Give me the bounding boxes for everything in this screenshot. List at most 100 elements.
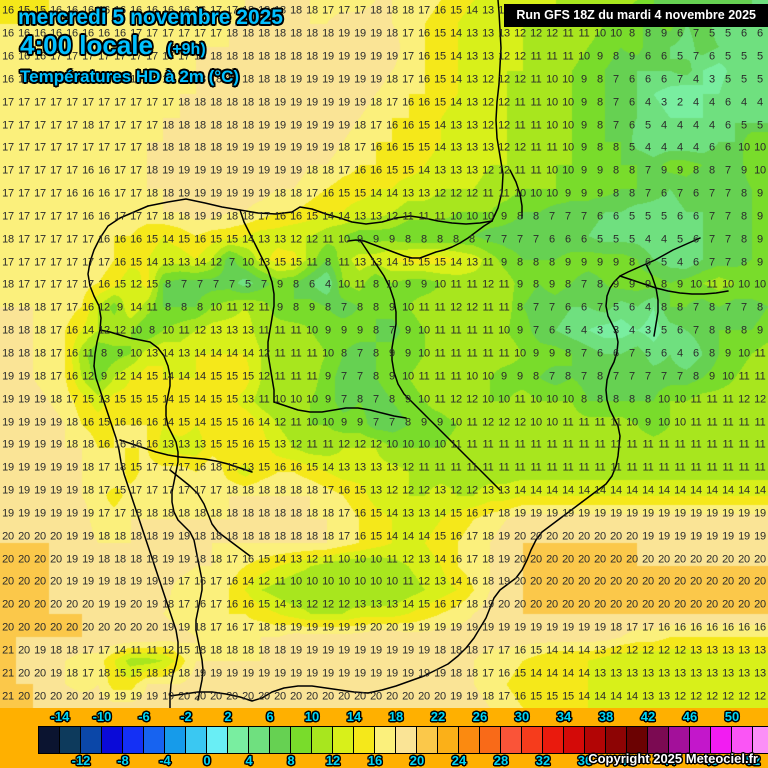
grid-temperature-value: 18: [258, 507, 270, 520]
grid-temperature-value: 20: [722, 575, 734, 588]
grid-temperature-value: 11: [706, 438, 718, 451]
grid-temperature-value: 6: [661, 50, 667, 63]
grid-temperature-value: 13: [274, 233, 286, 246]
legend-label-bottom: 0: [203, 753, 211, 768]
legend-label-bottom: 52: [745, 753, 761, 768]
legend-swatch-bar[interactable]: [38, 726, 768, 754]
grid-temperature-value: 19: [322, 621, 334, 634]
grid-temperature-value: 19: [498, 575, 510, 588]
grid-temperature-value: 19: [258, 119, 270, 132]
grid-temperature-value: 20: [50, 621, 62, 634]
grid-temperature-value: 15: [178, 393, 190, 406]
grid-temperature-value: 18: [434, 644, 446, 657]
legend-swatch: [333, 727, 354, 753]
grid-temperature-value: 19: [306, 73, 318, 86]
grid-temperature-value: 10: [738, 347, 750, 360]
grid-temperature-value: 6: [741, 27, 747, 40]
grid-temperature-value: 19: [738, 530, 750, 543]
temperature-map[interactable]: 16 15 15 16 16 16 16 16 16 16 16 16 16 17 17 18 18 18 18 18…: [0, 0, 768, 708]
grid-temperature-value: 20: [2, 553, 14, 566]
grid-temperature-value: 13: [274, 438, 286, 451]
legend-swatch: [669, 727, 690, 753]
grid-temperature-value: 7: [629, 347, 635, 360]
grid-temperature-value: 13: [498, 27, 510, 40]
legend-swatch: [459, 727, 480, 753]
grid-temperature-value: 8: [149, 324, 155, 337]
grid-temperature-value: 17: [66, 210, 78, 223]
grid-temperature-value: 8: [373, 278, 379, 291]
grid-temperature-value: 17: [50, 301, 62, 314]
grid-temperature-value: 20: [530, 575, 542, 588]
grid-temperature-value: 19: [162, 553, 174, 566]
grid-temperature-value: 10: [562, 119, 574, 132]
legend-swatch: [606, 727, 627, 753]
grid-temperature-value: 5: [741, 50, 747, 63]
grid-temperature-value: 10: [354, 575, 366, 588]
grid-temperature-value: 18: [66, 667, 78, 680]
grid-temperature-value: 17: [2, 164, 14, 177]
grid-temperature-value: 9: [757, 233, 763, 246]
grid-temperature-value: 5: [725, 73, 731, 86]
grid-temperature-value: 4: [629, 324, 635, 337]
grid-temperature-value: 15: [210, 370, 222, 383]
grid-temperature-value: 17: [34, 187, 46, 200]
grid-temperature-value: 17: [66, 301, 78, 314]
grid-temperature-value: 19: [66, 575, 78, 588]
grid-temperature-value: 18: [258, 96, 270, 109]
grid-temperature-value: 10: [562, 96, 574, 109]
grid-temperature-value: 6: [661, 73, 667, 86]
temperature-value-grid: 16 15 15 16 16 16 16 16 16 16 16 16 16 17 17 18 18 18 18 18…: [2, 4, 766, 702]
grid-temperature-value: 12: [114, 324, 126, 337]
legend-label-top: 50: [724, 709, 740, 724]
grid-temperature-value: 10: [562, 164, 574, 177]
grid-temperature-value: 18: [274, 4, 286, 17]
grid-temperature-value: 14: [114, 644, 126, 657]
grid-temperature-value: 15: [258, 598, 270, 611]
grid-temperature-value: 16: [466, 575, 478, 588]
grid-temperature-value: 17: [146, 119, 158, 132]
grid-temperature-value: 11: [482, 301, 494, 314]
grid-temperature-value: 19: [82, 530, 94, 543]
grid-temperature-value: 9: [341, 324, 347, 337]
grid-temperature-value: 17: [178, 73, 190, 86]
grid-temperature-value: 19: [274, 667, 286, 680]
grid-temperature-value: 16: [82, 187, 94, 200]
grid-temperature-value: 9: [581, 96, 587, 109]
grid-temperature-value: 20: [50, 575, 62, 588]
grid-temperature-value: 18: [258, 50, 270, 63]
copyright-notice: Copyright 2025 Meteociel.fr: [588, 751, 758, 766]
grid-temperature-value: 18: [66, 416, 78, 429]
grid-temperature-value: 16: [178, 4, 190, 17]
grid-temperature-value: 6: [613, 210, 619, 223]
grid-temperature-value: 17: [162, 50, 174, 63]
grid-temperature-value: 18: [18, 324, 30, 337]
grid-temperature-value: 16: [338, 484, 350, 497]
grid-temperature-value: 13: [466, 73, 478, 86]
grid-temperature-value: 20: [706, 598, 718, 611]
grid-temperature-value: 14: [578, 667, 590, 680]
grid-temperature-value: 18: [130, 553, 142, 566]
grid-temperature-value: 15: [418, 119, 430, 132]
grid-temperature-value: 19: [562, 507, 574, 520]
grid-temperature-value: 12: [402, 461, 414, 474]
grid-temperature-value: 18: [226, 507, 238, 520]
grid-temperature-value: 17: [146, 461, 158, 474]
grid-temperature-value: 11: [322, 438, 334, 451]
grid-temperature-value: 11: [434, 393, 446, 406]
grid-temperature-value: 8: [565, 370, 571, 383]
grid-temperature-value: 15: [274, 256, 286, 269]
grid-temperature-value: 19: [498, 530, 510, 543]
grid-temperature-value: 20: [642, 575, 654, 588]
grid-temperature-value: 11: [226, 301, 238, 314]
grid-temperature-value: 10: [546, 187, 558, 200]
grid-temperature-value: 19: [178, 187, 190, 200]
grid-temperature-value: 18: [178, 667, 190, 680]
grid-temperature-value: 20: [626, 575, 638, 588]
grid-temperature-value: 14: [514, 484, 526, 497]
grid-temperature-value: 10: [450, 210, 462, 223]
grid-temperature-value: 11: [466, 461, 478, 474]
grid-temperature-value: 13: [738, 644, 750, 657]
grid-temperature-value: 11: [642, 438, 654, 451]
grid-temperature-value: 11: [706, 416, 718, 429]
grid-temperature-value: 18: [210, 553, 222, 566]
